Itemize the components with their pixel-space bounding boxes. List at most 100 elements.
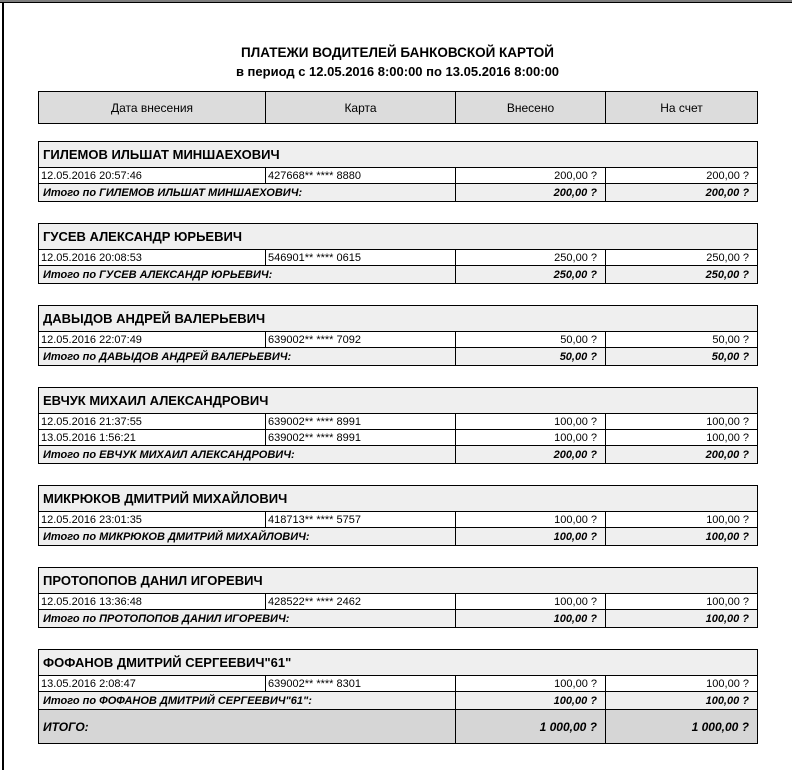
- driver-name-cell: МИКРЮКОВ ДМИТРИЙ МИХАЙЛОВИЧ: [37, 485, 759, 513]
- subtotal-to-account-cell: 100,00 ?: [604, 609, 759, 629]
- payment-row: 12.05.2016 13:36:48 428522** **** 2462 100…: [38, 593, 759, 611]
- payment-date-cell: 12.05.2016 22:07:49: [38, 331, 266, 349]
- payment-card-cell: 427668** **** 8880: [265, 167, 456, 185]
- subtotal-label-cell: Итого по МИКРЮКОВ ДМИТРИЙ МИХАЙЛОВИЧ:: [38, 527, 456, 547]
- payment-to-account-cell: 100,00 ?: [604, 413, 759, 431]
- driver-name-cell: ГИЛЕМОВ ИЛЬШАТ МИНШАЕХОВИЧ: [37, 141, 759, 169]
- driver-group: ГИЛЕМОВ ИЛЬШАТ МИНШАЕХОВИЧ 12.05.2016 20:…: [37, 141, 759, 203]
- payment-row: 12.05.2016 23:01:35 418713** **** 5757 100…: [38, 511, 759, 529]
- driver-name-row: ДАВЫДОВ АНДРЕЙ ВАЛЕРЬЕВИЧ: [37, 305, 759, 333]
- driver-subtotal-row: Итого по ГИЛЕМОВ ИЛЬШАТ МИНШАЕХОВИЧ: 200,…: [38, 183, 759, 203]
- header-to-account-column: На счет: [605, 91, 758, 125]
- payment-row: 12.05.2016 20:57:46 427668** **** 8880 200…: [38, 167, 759, 185]
- payment-to-account-cell: 100,00 ?: [605, 675, 758, 693]
- groups-container: ГИЛЕМОВ ИЛЬШАТ МИНШАЕХОВИЧ 12.05.2016 20:…: [37, 141, 759, 745]
- payment-card-cell: 639002** **** 8991: [265, 429, 456, 447]
- payment-deposited-cell: 200,00 ?: [455, 167, 606, 185]
- payment-card-cell: 428522** **** 2462: [265, 593, 456, 611]
- subtotal-deposited-cell: 100,00 ?: [455, 691, 606, 711]
- driver-name-cell: ГУСЕВ АЛЕКСАНДР ЮРЬЕВИЧ: [37, 223, 759, 251]
- driver-name-cell: ПРОТОПОПОВ ДАНИЛ ИГОРЕВИЧ: [37, 567, 759, 595]
- header-date-column: Дата внесения: [38, 91, 266, 125]
- subtotal-deposited-cell: 100,00 ?: [455, 527, 606, 547]
- driver-group: ПРОТОПОПОВ ДАНИЛ ИГОРЕВИЧ 12.05.2016 13:3…: [37, 567, 759, 629]
- subtotal-label-cell: Итого по ГИЛЕМОВ ИЛЬШАТ МИНШАЕХОВИЧ:: [38, 183, 456, 203]
- driver-group: ФОФАНОВ ДМИТРИЙ СЕРГЕЕВИЧ"61" 13.05.2016 …: [38, 649, 758, 711]
- payment-row: 12.05.2016 20:08:53 546901** **** 0615 250…: [38, 249, 759, 267]
- payment-to-account-cell: 200,00 ?: [604, 167, 759, 185]
- subtotal-to-account-cell: 200,00 ?: [604, 183, 759, 203]
- page-top-border: [0, 2, 792, 3]
- window-top-edge: [0, 0, 792, 2]
- payment-date-cell: 13.05.2016 2:08:47: [38, 675, 266, 693]
- payment-deposited-cell: 50,00 ?: [455, 331, 606, 349]
- payment-date-cell: 12.05.2016 13:36:48: [38, 593, 266, 611]
- payment-to-account-cell: 250,00 ?: [604, 249, 759, 267]
- driver-subtotal-row: Итого по ПРОТОПОПОВ ДАНИЛ ИГОРЕВИЧ: 100,0…: [38, 609, 759, 629]
- payment-card-cell: 639002** **** 7092: [265, 331, 456, 349]
- subtotal-to-account-cell: 50,00 ?: [604, 347, 759, 367]
- payment-row: 13.05.2016 1:56:21 639002** **** 8991 100,…: [38, 429, 759, 447]
- column-header-row: Дата внесения Карта Внесено На счет: [38, 91, 758, 125]
- subtotal-deposited-cell: 50,00 ?: [455, 347, 606, 367]
- payment-deposited-cell: 100,00 ?: [455, 511, 606, 529]
- payment-to-account-cell: 100,00 ?: [604, 511, 759, 529]
- payment-date-cell: 12.05.2016 23:01:35: [38, 511, 266, 529]
- report-title-line1: ПЛАТЕЖИ ВОДИТЕЛЕЙ БАНКОВСКОЙ КАРТОЙ: [241, 45, 554, 60]
- subtotal-deposited-cell: 200,00 ?: [455, 183, 606, 203]
- driver-group: ЕВЧУК МИХАИЛ АЛЕКСАНДРОВИЧ 12.05.2016 21:…: [37, 387, 759, 465]
- payment-row: 12.05.2016 22:07:49 639002** **** 7092 50,…: [38, 331, 759, 349]
- subtotal-to-account-cell: 250,00 ?: [604, 265, 759, 285]
- subtotal-to-account-cell: 100,00 ?: [604, 527, 759, 547]
- grand-total-label-cell: ИТОГО:: [38, 709, 456, 745]
- payment-row: 12.05.2016 21:37:55 639002** **** 8991 100…: [38, 413, 759, 431]
- subtotal-to-account-cell: 100,00 ?: [605, 691, 758, 711]
- payment-to-account-cell: 50,00 ?: [604, 331, 759, 349]
- report-page: ПЛАТЕЖИ ВОДИТЕЛЕЙ БАНКОВСКОЙ КАРТОЙ в пе…: [37, 3, 759, 745]
- payment-deposited-cell: 250,00 ?: [455, 249, 606, 267]
- report-period-line: в период с 12.05.2016 8:00:00 по 13.05.2…: [235, 63, 560, 79]
- grand-total-row: ИТОГО: 1 000,00 ? 1 000,00 ?: [38, 709, 758, 745]
- subtotal-deposited-cell: 200,00 ?: [455, 445, 606, 465]
- driver-subtotal-row: Итого по ГУСЕВ АЛЕКСАНДР ЮРЬЕВИЧ: 250,00 …: [38, 265, 759, 285]
- payment-date-cell: 12.05.2016 20:08:53: [38, 249, 266, 267]
- header-card-column: Карта: [265, 91, 456, 125]
- payment-row: 13.05.2016 2:08:47 639002** **** 8301 100,…: [38, 675, 758, 693]
- subtotal-to-account-cell: 200,00 ?: [604, 445, 759, 465]
- payment-deposited-cell: 100,00 ?: [455, 675, 606, 693]
- subtotal-label-cell: Итого по ЕВЧУК МИХАИЛ АЛЕКСАНДРОВИЧ:: [38, 445, 456, 465]
- payment-deposited-cell: 100,00 ?: [455, 593, 606, 611]
- driver-subtotal-row: Итого по МИКРЮКОВ ДМИТРИЙ МИХАЙЛОВИЧ: 100…: [38, 527, 759, 547]
- subtotal-label-cell: Итого по ДАВЫДОВ АНДРЕЙ ВАЛЕРЬЕВИЧ:: [38, 347, 456, 367]
- subtotal-label-cell: Итого по ГУСЕВ АЛЕКСАНДР ЮРЬЕВИЧ:: [38, 265, 456, 285]
- report-title: ПЛАТЕЖИ ВОДИТЕЛЕЙ БАНКОВСКОЙ КАРТОЙ в пе…: [38, 45, 757, 80]
- header-row: Дата внесения Карта Внесено На счет: [38, 91, 758, 125]
- driver-subtotal-row: Итого по ЕВЧУК МИХАИЛ АЛЕКСАНДРОВИЧ: 200,…: [38, 445, 759, 465]
- payment-date-cell: 12.05.2016 20:57:46: [38, 167, 266, 185]
- payment-card-cell: 418713** **** 5757: [265, 511, 456, 529]
- payment-card-cell: 639002** **** 8301: [265, 675, 456, 693]
- payment-to-account-cell: 100,00 ?: [604, 429, 759, 447]
- driver-name-row: ФОФАНОВ ДМИТРИЙ СЕРГЕЕВИЧ"61": [38, 649, 758, 677]
- payment-date-cell: 12.05.2016 21:37:55: [38, 413, 266, 431]
- driver-name-cell: ДАВЫДОВ АНДРЕЙ ВАЛЕРЬЕВИЧ: [37, 305, 759, 333]
- grand-total-table: ИТОГО: 1 000,00 ? 1 000,00 ?: [38, 709, 758, 745]
- payment-deposited-cell: 100,00 ?: [455, 429, 606, 447]
- payment-deposited-cell: 100,00 ?: [455, 413, 606, 431]
- driver-group: ДАВЫДОВ АНДРЕЙ ВАЛЕРЬЕВИЧ 12.05.2016 22:0…: [37, 305, 759, 367]
- payment-date-cell: 13.05.2016 1:56:21: [38, 429, 266, 447]
- header-deposited-column: Внесено: [455, 91, 606, 125]
- driver-name-cell: ФОФАНОВ ДМИТРИЙ СЕРГЕЕВИЧ"61": [38, 649, 758, 677]
- driver-name-cell: ЕВЧУК МИХАИЛ АЛЕКСАНДРОВИЧ: [37, 387, 759, 415]
- payment-card-cell: 546901** **** 0615: [265, 249, 456, 267]
- driver-subtotal-row: Итого по ФОФАНОВ ДМИТРИЙ СЕРГЕЕВИЧ"61": 1…: [38, 691, 758, 711]
- payment-to-account-cell: 100,00 ?: [604, 593, 759, 611]
- driver-name-row: МИКРЮКОВ ДМИТРИЙ МИХАЙЛОВИЧ: [37, 485, 759, 513]
- driver-name-row: ЕВЧУК МИХАИЛ АЛЕКСАНДРОВИЧ: [37, 387, 759, 415]
- driver-group: МИКРЮКОВ ДМИТРИЙ МИХАЙЛОВИЧ 12.05.2016 23…: [37, 485, 759, 547]
- driver-name-row: ПРОТОПОПОВ ДАНИЛ ИГОРЕВИЧ: [37, 567, 759, 595]
- subtotal-deposited-cell: 250,00 ?: [455, 265, 606, 285]
- driver-name-row: ГИЛЕМОВ ИЛЬШАТ МИНШАЕХОВИЧ: [37, 141, 759, 169]
- grand-total-deposited-cell: 1 000,00 ?: [455, 709, 606, 745]
- driver-subtotal-row: Итого по ДАВЫДОВ АНДРЕЙ ВАЛЕРЬЕВИЧ: 50,00…: [38, 347, 759, 367]
